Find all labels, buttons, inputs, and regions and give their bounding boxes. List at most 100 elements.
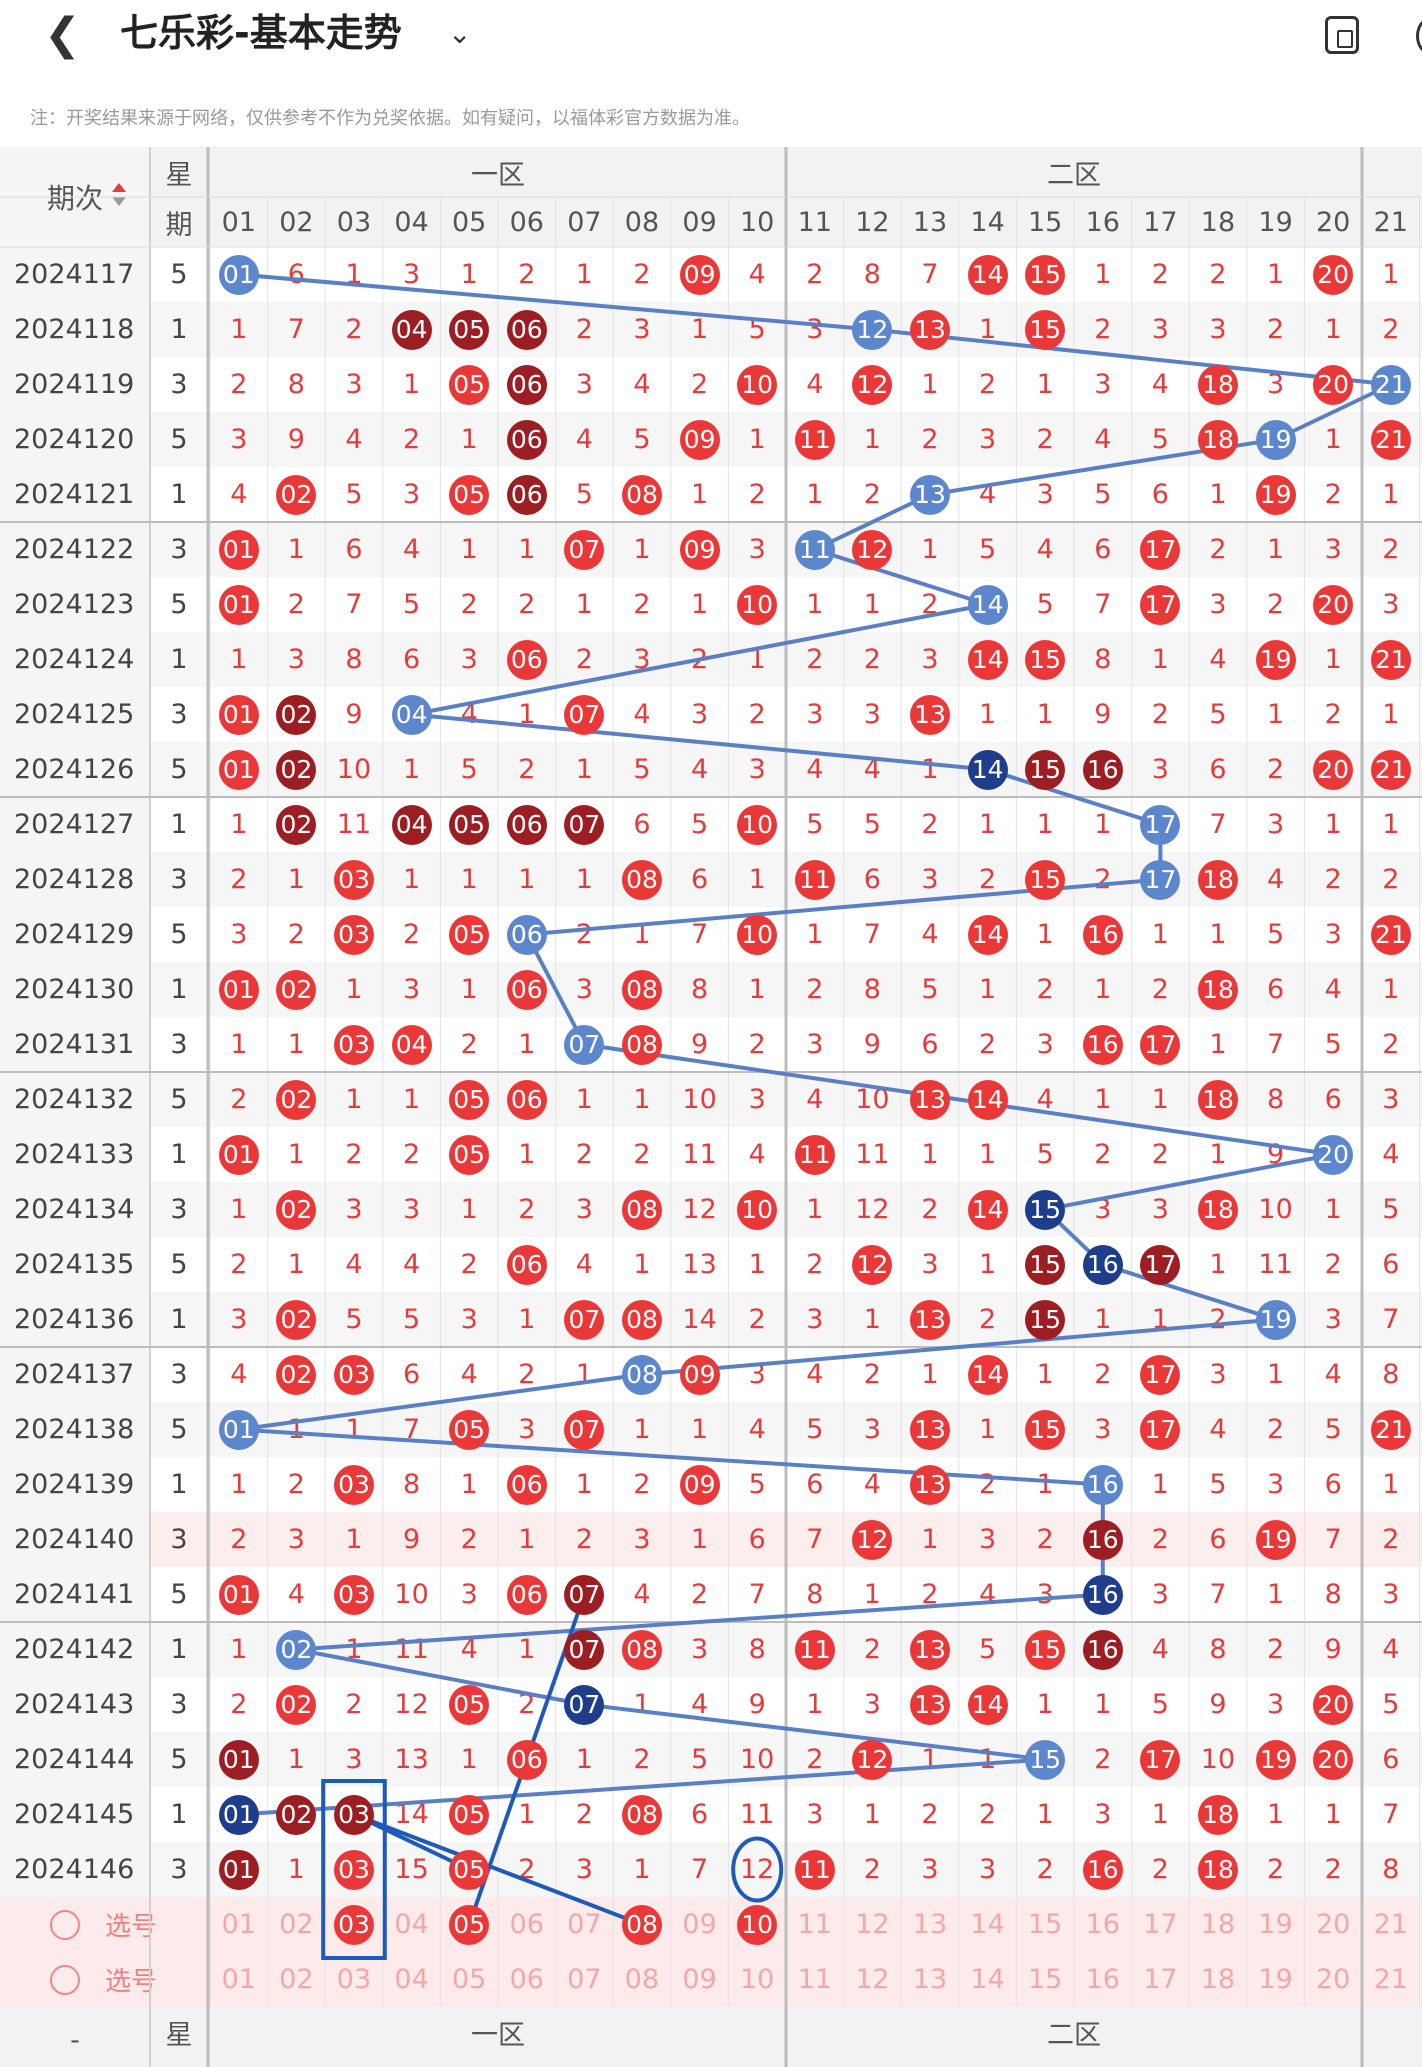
trend-cell: 1 — [959, 1127, 1017, 1182]
omission-count: 1 — [1382, 1469, 1400, 1500]
pick-number[interactable]: 06 — [509, 1909, 544, 1940]
omission-count: 2 — [575, 1139, 593, 1170]
trend-cell: 12 — [844, 1512, 902, 1567]
pick-number[interactable]: 20 — [1316, 1964, 1351, 1995]
pick-number[interactable]: 08 — [624, 1964, 660, 1995]
omission-count: 4 — [345, 424, 363, 455]
pick-number[interactable]: 17 — [1143, 1964, 1178, 1995]
back-chevron-icon[interactable]: ❮ — [44, 9, 81, 60]
trend-cell: 15 — [1016, 1732, 1074, 1787]
drawn-number-ball: 01 — [218, 529, 259, 570]
selected-pick-ball[interactable]: 10 — [737, 1904, 778, 1945]
chevron-down-icon[interactable]: ⌄ — [448, 17, 472, 50]
pick-number[interactable]: 16 — [1085, 1909, 1120, 1940]
trend-cell: 3 — [786, 1292, 844, 1347]
pick-number[interactable]: 10 — [740, 1964, 775, 1995]
drawn-number-ball: 01 — [218, 1849, 259, 1890]
drawn-number-ball: 02 — [276, 804, 317, 845]
trend-cell: 2 — [268, 907, 326, 962]
trend-cell: 05 — [440, 797, 498, 852]
omission-count: 7 — [691, 919, 709, 950]
drawn-number-ball: 05 — [449, 914, 490, 955]
pick-number[interactable]: 21 — [1373, 1964, 1408, 1995]
pick-number[interactable]: 12 — [855, 1964, 890, 1995]
omission-count: 1 — [518, 1304, 536, 1335]
pick-number[interactable]: 03 — [336, 1964, 372, 1995]
pick-number[interactable]: 16 — [1085, 1964, 1120, 1995]
omission-count: 5 — [403, 1304, 421, 1335]
select-radio[interactable] — [50, 1965, 80, 1995]
selected-pick-ball[interactable]: 03 — [333, 1904, 374, 1945]
pick-number[interactable]: 18 — [1200, 1964, 1236, 1995]
trend-cell: 12 — [671, 1182, 729, 1237]
pick-number[interactable]: 18 — [1200, 1909, 1236, 1940]
week-header-1: 星 — [165, 159, 193, 191]
omission-count: 1 — [1382, 699, 1400, 730]
sort-down-icon[interactable] — [112, 197, 126, 206]
pick-number[interactable]: 03 — [325, 1897, 383, 1952]
pick-number[interactable]: 13 — [912, 1909, 948, 1940]
issue-header[interactable]: 期次 — [46, 182, 103, 215]
pick-number[interactable]: 19 — [1258, 1909, 1293, 1940]
drawn-number-ball: 02 — [276, 969, 317, 1010]
omission-count: 2 — [575, 1799, 593, 1830]
pick-number[interactable]: 07 — [567, 1909, 602, 1940]
drawn-number-ball: 15 — [1025, 1409, 1066, 1450]
selected-pick-ball[interactable]: 08 — [621, 1904, 662, 1945]
pick-number[interactable]: 05 — [440, 1897, 498, 1952]
pick-number[interactable]: 01 — [221, 1964, 256, 1995]
pick-number[interactable]: 12 — [855, 1909, 890, 1940]
pick-number[interactable]: 15 — [1028, 1909, 1063, 1940]
omission-count: 4 — [1324, 1359, 1342, 1390]
drawn-number-ball: 07 — [564, 529, 605, 570]
omission-count: 1 — [518, 1029, 536, 1060]
omission-count: 1 — [979, 1139, 997, 1170]
pick-number[interactable]: 15 — [1028, 1964, 1063, 1995]
pick-number[interactable]: 20 — [1316, 1909, 1351, 1940]
trend-cell: 4 — [1189, 1402, 1247, 1457]
pick-number[interactable]: 02 — [279, 1964, 314, 1995]
trend-cell: 3 — [1074, 1402, 1132, 1457]
trend-cell: 3 — [671, 1622, 729, 1677]
pick-number[interactable]: 05 — [452, 1964, 487, 1995]
omission-count: 1 — [633, 1249, 651, 1280]
pick-number[interactable]: 09 — [682, 1964, 717, 1995]
pick-number[interactable]: 08 — [613, 1897, 671, 1952]
omission-count: 6 — [287, 259, 305, 290]
pick-number[interactable]: 04 — [394, 1909, 429, 1940]
omission-count: 3 — [633, 314, 651, 345]
pick-number[interactable]: 17 — [1143, 1909, 1178, 1940]
pick-number[interactable]: 19 — [1258, 1964, 1293, 1995]
omission-count: 2 — [230, 1249, 248, 1280]
pick-number[interactable]: 21 — [1373, 1909, 1408, 1940]
pick-number[interactable]: 11 — [797, 1964, 832, 1995]
more-icon[interactable] — [1416, 18, 1422, 54]
omission-count: 1 — [1382, 479, 1400, 510]
calculator-icon[interactable] — [1325, 16, 1359, 54]
sort-up-icon[interactable] — [112, 183, 126, 192]
select-radio[interactable] — [50, 1910, 80, 1940]
trend-cell: 02 — [268, 1072, 326, 1127]
trend-cell: 2 — [613, 577, 671, 632]
pick-number[interactable]: 06 — [509, 1964, 544, 1995]
omission-count: 3 — [575, 1854, 593, 1885]
pick-number[interactable]: 14 — [970, 1964, 1005, 1995]
pick-number[interactable]: 02 — [279, 1909, 314, 1940]
pick-number[interactable]: 01 — [221, 1909, 256, 1940]
pick-number[interactable]: 09 — [682, 1909, 717, 1940]
number-header-15: 15 — [1028, 206, 1063, 238]
pick-number[interactable]: 10 — [728, 1897, 786, 1952]
trend-cell: 19 — [1247, 1512, 1305, 1567]
pick-number[interactable]: 11 — [797, 1909, 832, 1940]
pick-number[interactable]: 04 — [394, 1964, 429, 1995]
trend-cell: 1 — [671, 302, 729, 357]
omission-count: 2 — [230, 1689, 248, 1720]
pick-number[interactable]: 14 — [970, 1909, 1005, 1940]
selected-pick-ball[interactable]: 05 — [449, 1904, 490, 1945]
omission-count: 2 — [1036, 424, 1054, 455]
pick-number[interactable]: 07 — [567, 1964, 602, 1995]
trend-cell: 1 — [613, 522, 671, 577]
issue-number: 2024131 — [14, 1029, 135, 1060]
pick-number[interactable]: 13 — [912, 1964, 948, 1995]
issue-number: 2024135 — [14, 1249, 135, 1280]
